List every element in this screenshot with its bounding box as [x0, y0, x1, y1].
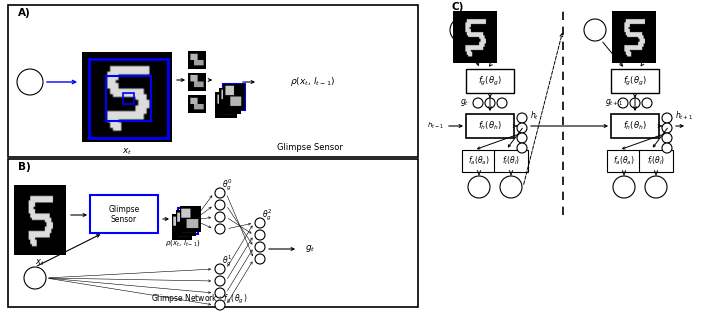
Text: $f_g(\theta_g)$: $f_g(\theta_g)$ — [623, 74, 647, 88]
Circle shape — [17, 69, 43, 95]
Text: $a_t$: $a_t$ — [475, 182, 483, 192]
Circle shape — [613, 176, 635, 198]
Text: $h_t$: $h_t$ — [530, 110, 539, 122]
Text: $l_{t-1}$: $l_{t-1}$ — [456, 26, 469, 34]
Circle shape — [630, 98, 640, 108]
Circle shape — [450, 18, 474, 42]
Circle shape — [255, 218, 265, 228]
Text: $h_{t-1}$: $h_{t-1}$ — [427, 121, 444, 131]
Text: $l_{t+1}$: $l_{t+1}$ — [649, 183, 662, 192]
Text: $x_t$: $x_t$ — [35, 258, 45, 268]
Text: Glimpse: Glimpse — [108, 204, 140, 214]
Circle shape — [662, 123, 672, 133]
Text: $l_{t-1}$: $l_{t-1}$ — [23, 77, 37, 87]
Text: $l_t$: $l_t$ — [508, 182, 514, 192]
Circle shape — [517, 133, 527, 143]
Bar — [106, 76, 151, 121]
Bar — [90, 195, 158, 233]
Bar — [223, 84, 245, 110]
Text: B): B) — [18, 162, 31, 172]
Circle shape — [662, 143, 672, 153]
Text: $h_{t+1}$: $h_{t+1}$ — [675, 110, 693, 122]
Text: $x_t$: $x_t$ — [122, 147, 132, 157]
Circle shape — [662, 133, 672, 143]
Circle shape — [517, 123, 527, 133]
Text: A): A) — [18, 8, 31, 18]
Text: $f_a(\theta_a)$: $f_a(\theta_a)$ — [468, 155, 490, 167]
Text: $\theta_g^1$: $\theta_g^1$ — [222, 253, 232, 269]
Circle shape — [584, 19, 606, 41]
Circle shape — [215, 300, 225, 310]
Text: $a_{t+1}$: $a_{t+1}$ — [617, 183, 632, 191]
Circle shape — [485, 98, 495, 108]
Circle shape — [497, 98, 507, 108]
Text: $f_l(\theta_l)$: $f_l(\theta_l)$ — [502, 155, 520, 167]
Circle shape — [473, 98, 483, 108]
Text: Glimpse Sensor: Glimpse Sensor — [277, 142, 343, 152]
Bar — [123, 93, 134, 104]
Text: $g_{t+1}$: $g_{t+1}$ — [605, 98, 623, 108]
Circle shape — [517, 113, 527, 123]
Bar — [466, 114, 514, 138]
Circle shape — [255, 230, 265, 240]
Text: Sensor: Sensor — [111, 215, 137, 224]
Bar — [607, 150, 641, 172]
Bar — [639, 150, 673, 172]
Text: $l_{t-1}$: $l_{t-1}$ — [28, 273, 41, 283]
Circle shape — [500, 176, 522, 198]
Circle shape — [215, 188, 225, 198]
Text: $\theta_g^2$: $\theta_g^2$ — [262, 207, 272, 223]
Bar — [494, 150, 528, 172]
Circle shape — [468, 176, 490, 198]
Text: $\theta_g^0$: $\theta_g^0$ — [222, 177, 232, 193]
Circle shape — [215, 288, 225, 298]
Bar — [462, 150, 496, 172]
Text: $g_t$: $g_t$ — [460, 98, 469, 108]
Bar — [466, 69, 514, 93]
Text: $f_g(\theta_g)$: $f_g(\theta_g)$ — [478, 74, 502, 88]
Circle shape — [642, 98, 652, 108]
Circle shape — [618, 98, 628, 108]
Bar — [611, 69, 659, 93]
Text: Glimpse Network : $f_g(\,\theta_g\,)$: Glimpse Network : $f_g(\,\theta_g\,)$ — [151, 292, 248, 306]
Bar — [8, 5, 418, 157]
Text: $f_a(\theta_a)$: $f_a(\theta_a)$ — [613, 155, 635, 167]
Text: $l_t$: $l_t$ — [592, 25, 598, 35]
Bar — [8, 159, 418, 307]
Circle shape — [215, 200, 225, 210]
Text: $\rho(x_t,\, l_{t-1})$: $\rho(x_t,\, l_{t-1})$ — [290, 76, 335, 89]
Circle shape — [215, 224, 225, 234]
Text: $\rho(x_t,\, l_{t-1})$: $\rho(x_t,\, l_{t-1})$ — [165, 238, 201, 248]
Circle shape — [215, 264, 225, 274]
Text: $f_l(\theta_l)$: $f_l(\theta_l)$ — [647, 155, 665, 167]
Circle shape — [645, 176, 667, 198]
Bar — [89, 59, 167, 138]
Bar — [178, 208, 198, 234]
Text: $f_h(\theta_h)$: $f_h(\theta_h)$ — [623, 120, 647, 132]
Circle shape — [215, 276, 225, 286]
Circle shape — [215, 212, 225, 222]
Circle shape — [255, 254, 265, 264]
Bar — [611, 114, 659, 138]
Text: $g_t$: $g_t$ — [305, 243, 315, 255]
Text: C): C) — [452, 2, 464, 12]
Text: $f_h(\theta_h)$: $f_h(\theta_h)$ — [478, 120, 502, 132]
Circle shape — [662, 113, 672, 123]
Circle shape — [255, 242, 265, 252]
Circle shape — [24, 267, 46, 289]
Circle shape — [517, 143, 527, 153]
